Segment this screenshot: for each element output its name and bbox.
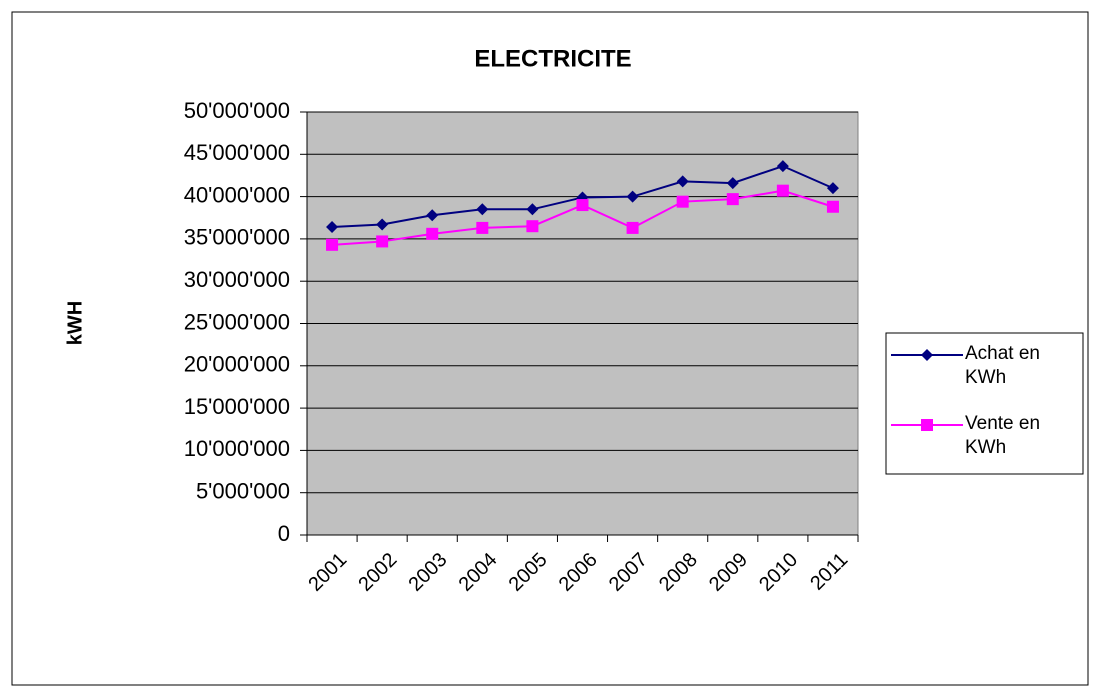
data-point bbox=[726, 177, 739, 190]
data-point bbox=[476, 221, 489, 234]
data-point bbox=[326, 238, 339, 251]
y-tick-label: 30'000'000 bbox=[184, 267, 290, 292]
data-point bbox=[776, 160, 789, 173]
data-point bbox=[326, 221, 339, 234]
y-tick-label: 50'000'000 bbox=[184, 98, 290, 123]
data-point bbox=[526, 220, 539, 233]
data-point bbox=[426, 227, 439, 240]
y-tick-label: 5'000'000 bbox=[196, 479, 290, 504]
legend-label-box: Achat en KWh bbox=[965, 343, 1040, 388]
data-point bbox=[726, 193, 739, 206]
data-point bbox=[376, 218, 389, 231]
y-tick-label: 10'000'000 bbox=[184, 436, 290, 461]
chart-title: ELECTRICITE bbox=[474, 45, 631, 72]
data-point bbox=[376, 235, 389, 248]
legend-label: Vente en KWh bbox=[965, 413, 1041, 458]
y-tick-label: 20'000'000 bbox=[184, 352, 290, 377]
data-point bbox=[826, 182, 839, 195]
data-point bbox=[426, 209, 439, 222]
legend-box bbox=[885, 332, 1084, 475]
data-point bbox=[676, 195, 689, 208]
data-point bbox=[526, 203, 539, 216]
y-tick-label: 40'000'000 bbox=[184, 182, 290, 207]
data-point bbox=[776, 184, 789, 197]
y-tick-label: 0 bbox=[278, 521, 290, 546]
data-point bbox=[921, 349, 933, 361]
legend-label: Achat en KWh bbox=[965, 343, 1040, 388]
y-axis-label: kWH bbox=[64, 301, 86, 345]
data-point bbox=[626, 221, 639, 234]
data-point bbox=[826, 200, 839, 213]
data-point bbox=[576, 199, 589, 212]
y-tick-label: 45'000'000 bbox=[184, 140, 290, 165]
data-point bbox=[626, 190, 639, 203]
legend-label-box: Vente en KWh bbox=[965, 413, 1041, 458]
y-tick-label: 35'000'000 bbox=[184, 225, 290, 250]
y-tick-label: 15'000'000 bbox=[184, 394, 290, 419]
data-point bbox=[476, 203, 489, 216]
data-point bbox=[921, 419, 933, 431]
y-tick-label: 25'000'000 bbox=[184, 309, 290, 334]
data-point bbox=[676, 175, 689, 188]
